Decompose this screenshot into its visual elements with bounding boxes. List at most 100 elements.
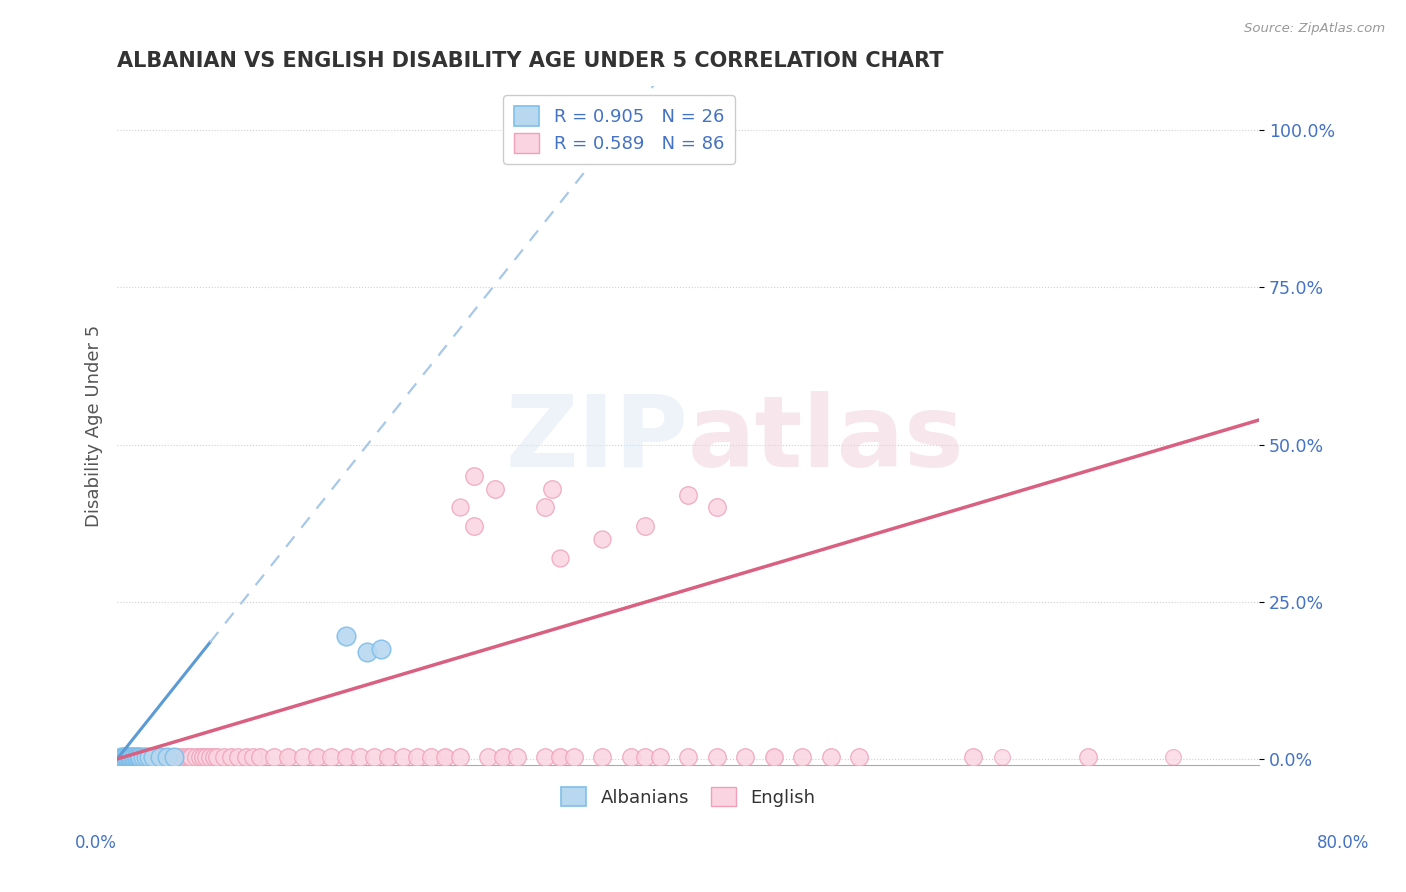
- Point: [163, 750, 186, 764]
- Point: [170, 750, 193, 764]
- Point: [149, 750, 172, 764]
- Point: [110, 750, 132, 764]
- Point: [118, 750, 141, 764]
- Legend: Albanians, English: Albanians, English: [554, 780, 823, 814]
- Point: [377, 750, 399, 764]
- Point: [138, 750, 160, 764]
- Point: [143, 750, 166, 764]
- Point: [184, 750, 207, 764]
- Point: [463, 519, 485, 533]
- Point: [125, 750, 148, 764]
- Point: [194, 750, 217, 764]
- Point: [277, 750, 299, 764]
- Point: [155, 750, 177, 764]
- Point: [634, 519, 657, 533]
- Point: [117, 750, 139, 764]
- Point: [138, 750, 160, 764]
- Point: [356, 645, 378, 659]
- Point: [156, 750, 179, 764]
- Point: [160, 750, 183, 764]
- Point: [163, 750, 186, 764]
- Text: Source: ZipAtlas.com: Source: ZipAtlas.com: [1244, 22, 1385, 36]
- Point: [135, 750, 157, 764]
- Point: [349, 750, 371, 764]
- Point: [111, 750, 134, 764]
- Text: ALBANIAN VS ENGLISH DISABILITY AGE UNDER 5 CORRELATION CHART: ALBANIAN VS ENGLISH DISABILITY AGE UNDER…: [117, 51, 943, 70]
- Point: [591, 532, 613, 546]
- Point: [477, 750, 499, 764]
- Point: [305, 750, 328, 764]
- Point: [122, 750, 145, 764]
- Point: [291, 750, 314, 764]
- Point: [305, 750, 328, 764]
- Point: [149, 750, 172, 764]
- Point: [110, 750, 132, 764]
- Text: 80.0%: 80.0%: [1316, 834, 1369, 852]
- Point: [114, 750, 136, 764]
- Point: [548, 750, 571, 764]
- Point: [170, 750, 193, 764]
- Point: [221, 750, 243, 764]
- Point: [406, 750, 429, 764]
- Point: [127, 750, 149, 764]
- Point: [188, 750, 211, 764]
- Point: [235, 750, 257, 764]
- Point: [706, 500, 728, 515]
- Point: [962, 750, 984, 764]
- Point: [149, 750, 172, 764]
- Point: [129, 750, 152, 764]
- Point: [117, 750, 139, 764]
- Point: [134, 750, 156, 764]
- Point: [115, 750, 138, 764]
- Point: [676, 750, 699, 764]
- Point: [484, 482, 506, 496]
- Point: [434, 750, 457, 764]
- Point: [146, 750, 169, 764]
- Point: [152, 750, 174, 764]
- Point: [184, 750, 207, 764]
- Point: [141, 750, 163, 764]
- Point: [228, 750, 250, 764]
- Point: [120, 750, 142, 764]
- Point: [491, 750, 513, 764]
- Point: [541, 482, 564, 496]
- Point: [139, 750, 162, 764]
- Point: [112, 750, 135, 764]
- Point: [131, 750, 153, 764]
- Y-axis label: Disability Age Under 5: Disability Age Under 5: [86, 325, 103, 527]
- Point: [138, 750, 160, 764]
- Point: [202, 750, 225, 764]
- Point: [792, 750, 814, 764]
- Point: [177, 750, 200, 764]
- Point: [166, 750, 188, 764]
- Point: [221, 750, 243, 764]
- Point: [277, 750, 299, 764]
- Point: [321, 750, 343, 764]
- Point: [114, 750, 136, 764]
- Point: [118, 750, 141, 764]
- Point: [128, 750, 150, 764]
- Text: ZIP: ZIP: [505, 391, 688, 488]
- Point: [142, 750, 165, 764]
- Point: [117, 750, 139, 764]
- Point: [762, 750, 785, 764]
- Point: [491, 750, 513, 764]
- Point: [548, 550, 571, 565]
- Point: [114, 750, 136, 764]
- Point: [114, 750, 136, 764]
- Point: [1077, 750, 1099, 764]
- Point: [648, 750, 671, 764]
- Point: [205, 750, 228, 764]
- Point: [120, 750, 142, 764]
- Point: [124, 750, 146, 764]
- Point: [143, 750, 166, 764]
- Point: [249, 750, 271, 764]
- Point: [191, 750, 214, 764]
- Point: [145, 750, 167, 764]
- Point: [191, 750, 214, 764]
- Point: [205, 750, 228, 764]
- Point: [132, 750, 155, 764]
- Point: [762, 750, 785, 764]
- Point: [463, 469, 485, 483]
- Point: [124, 750, 146, 764]
